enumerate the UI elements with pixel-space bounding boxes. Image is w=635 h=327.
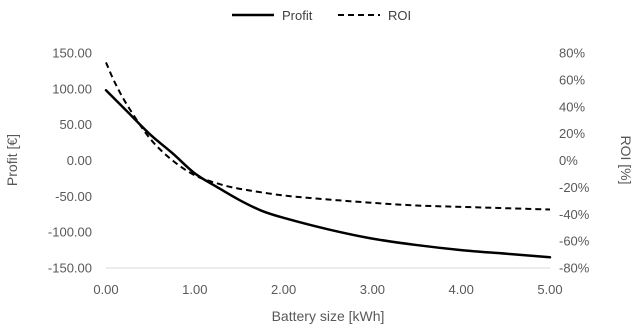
y2-tick-label: 20% <box>559 126 585 141</box>
legend: Profit ROI <box>232 8 411 23</box>
x-ticks: 0.00 1.00 2.00 3.00 4.00 5.00 <box>93 282 562 297</box>
y2-tick-label: -40% <box>559 207 590 222</box>
y-tick-label: 0.00 <box>67 153 92 168</box>
series-line-roi <box>105 62 551 211</box>
y-tick-label: 100.00 <box>52 81 92 96</box>
y2-tick-label: -80% <box>559 261 590 276</box>
y-right-ticks: 80% 60% 40% 20% 0% -20% -40% -60% -80% <box>559 46 590 276</box>
y2-tick-label: 40% <box>559 99 585 114</box>
x-tick-label: 2.00 <box>271 282 296 297</box>
y-tick-label: 150.00 <box>52 46 92 61</box>
y2-axis-title: ROI [%] <box>618 135 634 184</box>
series-line-profit <box>104 89 552 259</box>
y-tick-label: -50.00 <box>55 189 92 204</box>
y2-tick-label: -60% <box>559 234 590 249</box>
x-tick-label: 0.00 <box>93 282 118 297</box>
x-tick-label: 4.00 <box>449 282 474 297</box>
y2-tick-label: 60% <box>559 72 585 87</box>
y-tick-label: -150.00 <box>48 261 92 276</box>
y2-tick-label: 80% <box>559 46 585 61</box>
y-tick-label: 50.00 <box>59 117 92 132</box>
y-tick-label: -100.00 <box>48 225 92 240</box>
y-left-ticks: 150.00 100.00 50.00 0.00 -50.00 -100.00 -150.0… <box>48 46 92 276</box>
x-axis-title: Battery size [kWh] <box>272 308 385 324</box>
y2-tick-label: 0% <box>559 153 578 168</box>
y2-tick-label: -20% <box>559 180 590 195</box>
x-tick-label: 5.00 <box>537 282 562 297</box>
x-tick-label: 3.00 <box>360 282 385 297</box>
y-axis-title: Profit [€] <box>4 134 20 186</box>
x-tick-label: 1.00 <box>182 282 207 297</box>
legend-label-profit: Profit <box>282 8 313 23</box>
legend-label-roi: ROI <box>388 8 411 23</box>
